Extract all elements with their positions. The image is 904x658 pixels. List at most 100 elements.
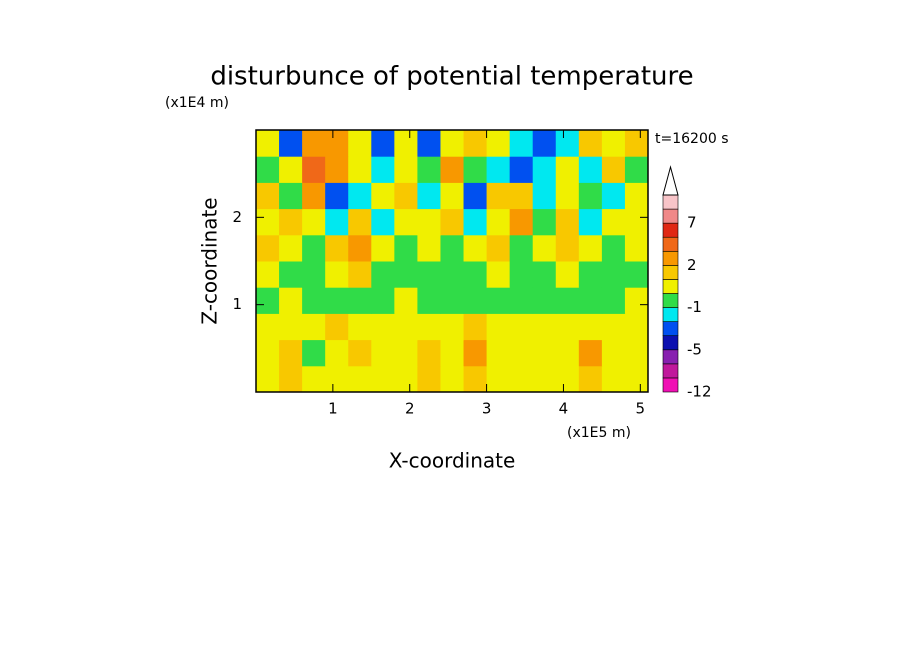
colorbar-box [662, 377, 679, 393]
field-cell [256, 339, 280, 367]
field-cell [325, 234, 349, 262]
field-cell [486, 287, 511, 314]
x-label: X-coordinate [389, 449, 516, 473]
field-cell [325, 156, 349, 183]
colorbar-box [662, 349, 679, 365]
field-cell [532, 365, 557, 393]
field-cell [486, 208, 511, 236]
field-cell [348, 261, 372, 288]
field-cell [578, 365, 603, 393]
field-cell [601, 261, 626, 288]
field-cell [348, 313, 372, 341]
field-cell [417, 313, 441, 341]
field-cell [601, 182, 626, 210]
field-cell [578, 313, 603, 341]
y-label: Z-coordinate [198, 197, 222, 324]
field-cell [394, 365, 418, 393]
colorbar-label: -12 [687, 383, 712, 401]
field-cell [302, 234, 326, 262]
field-cell [394, 287, 418, 314]
field-cell [348, 365, 372, 393]
field-cell [279, 365, 303, 393]
field-cell [578, 156, 603, 183]
colorbar-box [662, 265, 679, 280]
field-cell [371, 261, 395, 288]
field-cell [325, 365, 349, 393]
field-cell [256, 130, 280, 157]
field-cell [417, 130, 441, 157]
field-cell [417, 156, 441, 183]
field-cell [555, 208, 580, 236]
field-cell [532, 156, 557, 183]
field-cell [555, 182, 580, 210]
field-cell [325, 287, 349, 314]
field-cell [371, 313, 395, 341]
field-cell [440, 156, 465, 183]
field-cell [463, 287, 488, 314]
colorbar-label: 2 [687, 256, 697, 274]
x-tick-label: 5 [636, 400, 646, 418]
field-cell [348, 130, 372, 157]
x-tick-label: 4 [559, 400, 569, 418]
field-cell [371, 339, 395, 367]
colorbar-box [662, 250, 679, 266]
field-cell [348, 287, 372, 314]
field-cell [302, 261, 326, 288]
field-cell [302, 156, 326, 183]
field-cell [302, 130, 326, 157]
field-cell [325, 208, 349, 236]
field-cell [578, 208, 603, 236]
field-cell [325, 313, 349, 341]
field-cell [486, 313, 511, 341]
y-tick-label: 1 [232, 295, 242, 313]
field-cell [279, 234, 303, 262]
field-cell [532, 339, 557, 367]
field-cell [256, 365, 280, 393]
field-cell [509, 261, 534, 288]
field-cell [463, 156, 488, 183]
field-cell [486, 365, 511, 393]
field-cell [256, 208, 280, 236]
field-cell [555, 365, 580, 393]
colorbar-box [662, 363, 679, 379]
field-cell [509, 208, 534, 236]
field-cell [371, 234, 395, 262]
field-cell [555, 339, 580, 367]
field-cell [394, 234, 418, 262]
field-cell [555, 156, 580, 183]
field-cell [532, 130, 557, 157]
field-cell [578, 234, 603, 262]
y-tick-label: 2 [232, 208, 242, 226]
field-cell [624, 339, 649, 367]
field-cell [624, 182, 649, 210]
field-cell [624, 130, 649, 157]
field-cell [486, 156, 511, 183]
field-cell [417, 208, 441, 236]
field-cell [440, 130, 465, 157]
field-cell [279, 130, 303, 157]
field-cell [440, 208, 465, 236]
field-cell [509, 130, 534, 157]
field-cell [394, 182, 418, 210]
field-cell [601, 287, 626, 314]
field-cell [256, 313, 280, 341]
field-cell [394, 339, 418, 367]
x-tick-label: 3 [482, 400, 492, 418]
field-cell [279, 261, 303, 288]
field-cell [417, 234, 441, 262]
field-cell [509, 234, 534, 262]
x-unit: (x1E5 m) [567, 425, 631, 441]
field-cell [578, 261, 603, 288]
field-cell [348, 156, 372, 183]
field-cell [601, 130, 626, 157]
colorbar-box [662, 194, 679, 210]
field-cell [463, 365, 488, 393]
field-cell [555, 234, 580, 262]
field-cell [624, 208, 649, 236]
field-cell [578, 130, 603, 157]
colorbar-extend [662, 165, 679, 196]
field-cell [578, 339, 603, 367]
field-cell [463, 182, 488, 210]
field-cell [601, 365, 626, 393]
